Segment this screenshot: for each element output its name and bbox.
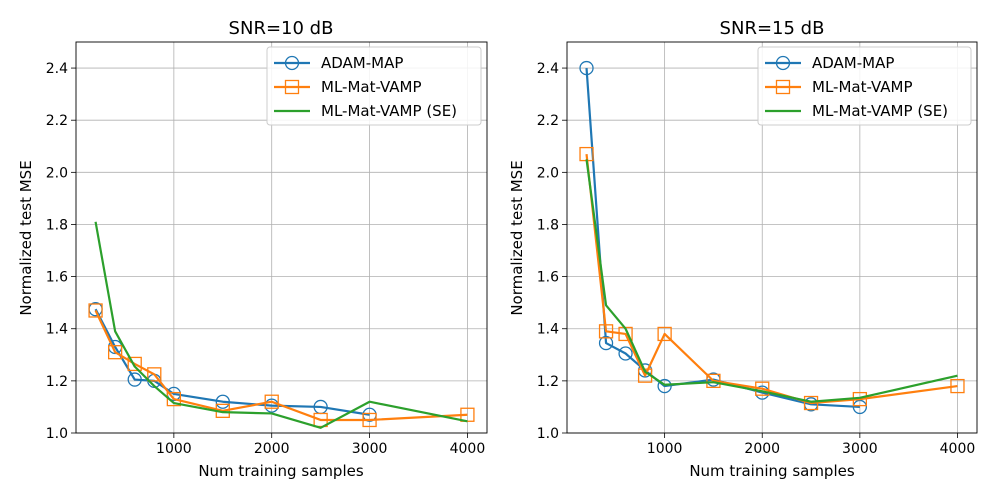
y-axis-label: Normalized test MSE (508, 160, 526, 315)
series-ml-mat-vamp-se (94, 221, 468, 429)
axes: 1000 2000 3000 4000 1.0 1.2 1.4 1.6 1.8 2.0 2.2 2.4 (46, 41, 488, 457)
legend-label: ML-Mat-VAMP (SE) (812, 102, 948, 120)
legend-label: ADAM-MAP (321, 54, 403, 72)
series-line (585, 153, 958, 405)
legend-item: ML-Mat-VAMP (274, 78, 422, 96)
legend-label: ML-Mat-VAMP (SE) (321, 102, 457, 120)
y-tick-label: 1.4 (537, 322, 559, 338)
series-ml-mat-vamp-se (585, 159, 958, 403)
legend-item: ML-Mat-VAMP (765, 78, 913, 96)
chart-panel-snr-10: SNR=10 dB Num training samples Normalize… (17, 18, 488, 480)
x-tick-label: 1000 (156, 441, 192, 457)
y-tick-label: 1.4 (46, 322, 68, 338)
data-point (598, 324, 614, 339)
y-axis-label: Normalized test MSE (17, 160, 35, 315)
y-tick-label: 2.2 (537, 113, 559, 129)
legend-item: ADAM-MAP (765, 54, 894, 72)
x-tick-label: 3000 (842, 441, 878, 457)
series-ml-mat-vamp (579, 146, 965, 411)
series-line (585, 159, 958, 403)
data-point (127, 372, 142, 387)
data-point (657, 378, 672, 394)
y-tick-label: 2.2 (46, 113, 68, 129)
data-point (127, 356, 142, 372)
chart-panel-snr-15: SNR=15 dB Num training samples Normalize… (508, 18, 978, 480)
data-point (706, 373, 721, 389)
y-tick-label: 1.6 (537, 270, 559, 286)
x-tick-label: 4000 (940, 441, 976, 457)
x-tick-label: 3000 (352, 441, 388, 457)
y-tick-label: 1.8 (537, 217, 559, 233)
legend-marker (775, 79, 791, 95)
data-point (313, 412, 328, 428)
y-tick-label: 2.0 (537, 165, 559, 181)
legend: ADAM-MAP ML-Mat-VAMP ML-Mat-VAMP (SE) (266, 46, 482, 126)
data-point (803, 395, 819, 411)
data-point (598, 335, 614, 351)
data-point (166, 391, 182, 407)
y-tick-label: 1.0 (46, 426, 68, 442)
legend-label: ADAM-MAP (812, 54, 894, 72)
x-tick-label: 2000 (744, 441, 780, 457)
legend-box (757, 46, 972, 126)
y-tick-label: 2.0 (46, 165, 68, 181)
data-point (657, 326, 672, 342)
data-point (852, 399, 868, 415)
series-line (585, 67, 860, 409)
data-point (88, 303, 103, 318)
legend-item: ADAM-MAP (274, 54, 403, 72)
legend-label: ML-Mat-VAMP (321, 78, 422, 96)
x-tick-label: 2000 (254, 441, 290, 457)
series-line (94, 221, 468, 429)
series-group (88, 221, 475, 429)
y-tick-label: 1.0 (537, 426, 559, 442)
y-tick-label: 2.4 (46, 61, 68, 77)
legend-marker (284, 55, 300, 71)
data-point (618, 346, 633, 361)
legend-item: ML-Mat-VAMP (SE) (765, 102, 948, 120)
data-point (147, 367, 162, 382)
x-tick-label: 4000 (450, 441, 486, 457)
x-axis-label: Num training samples (689, 462, 855, 480)
chart-title: SNR=10 dB (229, 18, 334, 39)
legend-item: ML-Mat-VAMP (SE) (274, 102, 457, 120)
legend-marker (775, 55, 791, 71)
data-point (107, 345, 123, 360)
chart-title: SNR=15 dB (720, 18, 825, 39)
legend-label: ML-Mat-VAMP (812, 78, 913, 96)
plot-frame (566, 41, 978, 434)
y-tick-label: 1.6 (46, 270, 68, 286)
data-point (362, 412, 377, 428)
plot-frame (75, 41, 488, 434)
series-group (579, 60, 965, 415)
data-point (579, 60, 594, 76)
legend-marker (284, 79, 300, 95)
y-tick-label: 1.2 (46, 374, 68, 390)
x-axis-label: Num training samples (198, 462, 364, 480)
x-tick-label: 1000 (647, 441, 683, 457)
data-point (755, 381, 770, 396)
data-point (264, 394, 279, 409)
data-point (950, 378, 965, 394)
series-line (94, 308, 370, 416)
y-tick-label: 2.4 (537, 61, 559, 77)
legend-box (266, 46, 482, 126)
y-tick-label: 1.8 (46, 217, 68, 233)
axes: 1000 2000 3000 4000 1.0 1.2 1.4 1.6 1.8 2.0 2.2 2.4 (537, 41, 978, 457)
data-point (215, 394, 230, 409)
y-tick-label: 1.2 (537, 374, 559, 390)
series-line (94, 310, 468, 422)
legend: ADAM-MAP ML-Mat-VAMP ML-Mat-VAMP (SE) (757, 46, 972, 126)
series-ml-mat-vamp (88, 303, 475, 428)
